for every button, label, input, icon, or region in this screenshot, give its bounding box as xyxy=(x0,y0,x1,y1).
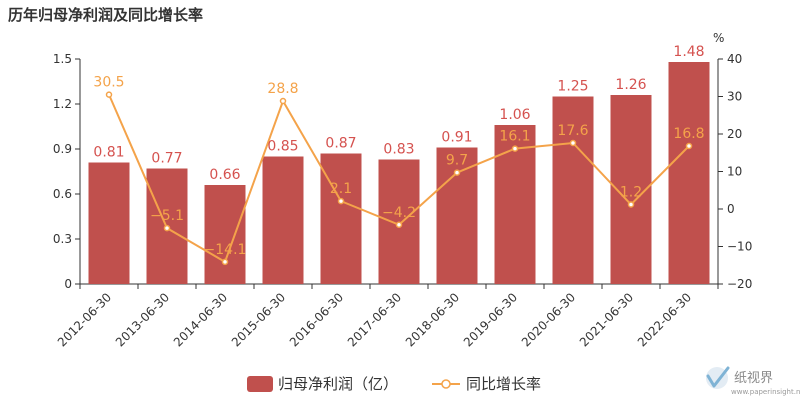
y-left-tick-label: 0.3 xyxy=(53,232,72,246)
growth-rate-label: 17.6 xyxy=(557,123,588,139)
y-right-tick-label: 40 xyxy=(727,52,742,66)
y-right-tick-label: 10 xyxy=(727,165,742,179)
x-tick-label: 2016-06-30 xyxy=(287,290,346,349)
bar-value-label: 0.81 xyxy=(93,145,124,161)
legend-item-bar[interactable]: 归母净利润（亿） xyxy=(247,375,398,393)
growth-rate-label: 16.1 xyxy=(499,129,530,145)
legend-line-marker xyxy=(441,379,451,389)
x-tick-label: 2015-06-30 xyxy=(229,290,288,349)
growth-line-layer xyxy=(105,91,693,266)
x-tick-label: 2012-06-30 xyxy=(55,290,114,349)
legend-bar-swatch xyxy=(247,376,273,392)
y-left-tick-label: 1.2 xyxy=(53,97,72,111)
bar xyxy=(88,162,130,284)
y-right-tick-label: 0 xyxy=(727,202,735,216)
bar-value-label: 1.06 xyxy=(499,107,530,123)
legend-bar-label: 归母净利润（亿） xyxy=(278,375,398,393)
x-tick-label: 2022-06-30 xyxy=(635,290,694,349)
growth-rate-label: −4.2 xyxy=(382,205,416,221)
right-axis-unit: % xyxy=(713,31,724,45)
watermark: 纸视界 www.paperinsight.net xyxy=(706,366,800,396)
x-tick-label: 2020-06-30 xyxy=(519,290,578,349)
growth-rate-point xyxy=(395,221,403,228)
y-left-tick-label: 0 xyxy=(64,277,72,291)
growth-rate-point xyxy=(163,224,171,232)
bar-value-label: 0.83 xyxy=(383,142,414,158)
y-right-tick-label: −20 xyxy=(727,277,752,291)
growth-rate-label: 28.8 xyxy=(267,81,298,97)
bar xyxy=(262,156,304,284)
y-right-tick-label: 30 xyxy=(727,90,742,104)
growth-rate-label: 9.7 xyxy=(446,153,468,169)
bar xyxy=(204,185,246,284)
legend-line-label: 同比增长率 xyxy=(466,375,541,393)
paperinsight-logo-icon xyxy=(706,366,730,389)
growth-rate-label: 2.1 xyxy=(330,181,352,197)
growth-rate-label: 1.2 xyxy=(620,185,642,201)
x-tick-label: 2013-06-30 xyxy=(113,290,172,349)
watermark-brand: 纸视界 xyxy=(734,371,773,386)
growth-rate-label: 16.8 xyxy=(673,126,704,142)
growth-rate-point xyxy=(337,197,345,205)
x-tick-label: 2018-06-30 xyxy=(403,290,462,349)
x-tick-label: 2014-06-30 xyxy=(171,290,230,349)
growth-rate-label: −5.1 xyxy=(150,208,184,224)
growth-rate-point xyxy=(105,91,113,98)
chart-title: 历年归母净利润及同比增长率 xyxy=(8,6,203,24)
bar-value-label: 0.91 xyxy=(441,130,472,146)
legend: 归母净利润（亿） 同比增长率 xyxy=(247,375,541,393)
y-right-tick-label: −10 xyxy=(727,240,752,254)
data-labels: 0.81 0.77 0.66 0.85 0.87 0.83 0.91 1.06 1.25 1.26… xyxy=(93,44,704,258)
growth-rate-label: −14.1 xyxy=(204,242,247,258)
x-tick-label: 2017-06-30 xyxy=(345,290,404,349)
watermark-url: www.paperinsight.net xyxy=(731,388,800,396)
y-right-tick-label: 20 xyxy=(727,127,742,141)
x-tick-label: 2021-06-30 xyxy=(577,290,636,349)
bar xyxy=(320,153,362,284)
growth-rate-point xyxy=(685,142,693,150)
bar-value-label: 1.25 xyxy=(557,79,588,95)
bar xyxy=(552,96,594,284)
growth-rate-point xyxy=(221,258,229,266)
growth-rate-point xyxy=(569,139,577,147)
bar-value-label: 1.26 xyxy=(615,77,646,93)
y-left-tick-label: 0.6 xyxy=(53,187,72,201)
growth-rate-label: 30.5 xyxy=(93,75,124,91)
y-left-tick-label: 1.5 xyxy=(53,52,72,66)
bar-value-label: 0.85 xyxy=(267,139,298,155)
bars xyxy=(88,62,710,284)
growth-rate-point xyxy=(453,169,461,176)
y-left-tick-label: 0.9 xyxy=(53,142,72,156)
growth-rate-point xyxy=(511,145,519,152)
bar-value-label: 1.48 xyxy=(673,44,704,60)
growth-rate-point xyxy=(627,201,635,208)
legend-item-line[interactable]: 同比增长率 xyxy=(432,375,541,393)
bar-value-label: 0.77 xyxy=(151,151,182,167)
growth-rate-point xyxy=(279,97,287,105)
bar-value-label: 0.87 xyxy=(325,136,356,152)
bar-value-label: 0.66 xyxy=(209,167,240,183)
bar xyxy=(668,62,710,284)
x-tick-label: 2019-06-30 xyxy=(461,290,520,349)
